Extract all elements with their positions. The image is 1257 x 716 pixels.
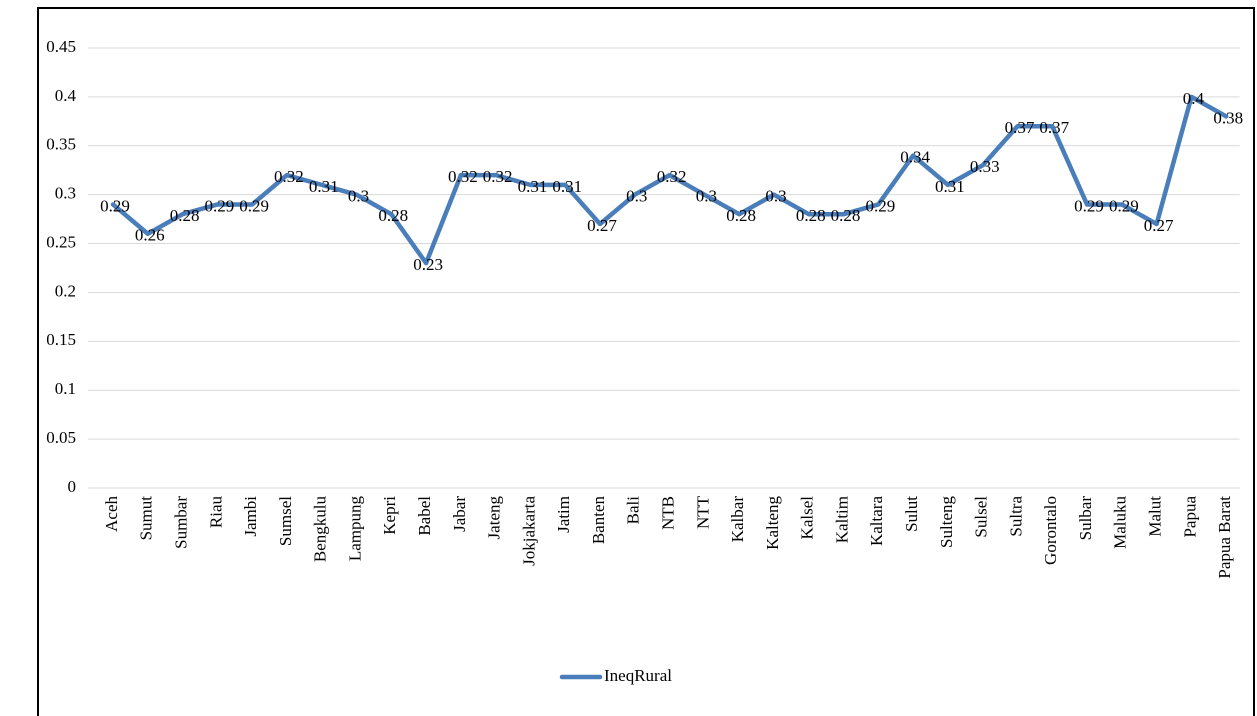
x-tick-label: Jateng: [485, 496, 504, 540]
x-tick-label: Riau: [206, 496, 225, 529]
data-label: 0.32: [274, 167, 304, 186]
data-label: 0.31: [935, 177, 965, 196]
x-tick-label: Gorontalo: [1041, 496, 1060, 565]
x-tick-label: Aceh: [102, 496, 121, 532]
x-tick-label: Sulsel: [972, 496, 991, 538]
x-tick-label: Sumut: [137, 496, 156, 541]
data-label: 0.3: [765, 187, 786, 206]
data-label: 0.32: [448, 167, 478, 186]
x-tick-label: Malut: [1146, 496, 1165, 537]
chart-frame: [37, 7, 1255, 716]
x-tick-label: Kalsel: [798, 496, 817, 540]
x-tick-label: Babel: [415, 496, 434, 536]
legend-label: IneqRural: [604, 666, 672, 685]
x-tick-label: Jokjakarta: [519, 496, 538, 566]
x-tick-label: Papua: [1180, 496, 1199, 538]
x-tick-label: Sultra: [1006, 496, 1025, 537]
data-label: 0.28: [726, 206, 756, 225]
y-tick-label: 0.45: [46, 37, 76, 56]
data-label: 0.28: [831, 206, 861, 225]
data-label: 0.4: [1183, 89, 1205, 108]
data-label: 0.29: [204, 196, 234, 215]
x-tick-label: Sumbar: [171, 496, 190, 549]
y-tick-label: 0.25: [46, 232, 76, 251]
y-tick-label: 0.2: [55, 281, 76, 300]
x-tick-label: Kalbar: [728, 496, 747, 543]
y-tick-label: 0.05: [46, 428, 76, 447]
data-label: 0.28: [378, 206, 408, 225]
x-tick-label: NTT: [693, 495, 712, 529]
data-label: 0.29: [1109, 196, 1139, 215]
data-label: 0.37: [1005, 118, 1035, 137]
data-label: 0.29: [239, 196, 269, 215]
y-tick-label: 0.1: [55, 379, 76, 398]
x-tick-label: Kaltim: [832, 496, 851, 543]
data-label: 0.37: [1039, 118, 1069, 137]
data-label: 0.34: [900, 147, 930, 166]
x-tick-label: Banten: [589, 496, 608, 545]
data-label: 0.31: [309, 177, 339, 196]
data-label: 0.31: [552, 177, 582, 196]
data-label: 0.3: [696, 187, 717, 206]
y-tick-label: 0: [68, 477, 77, 496]
data-label: 0.29: [865, 196, 895, 215]
data-label: 0.29: [1074, 196, 1104, 215]
data-label: 0.27: [587, 216, 617, 235]
x-tick-label: Lampung: [345, 496, 364, 562]
x-tick-label: Kalteng: [763, 496, 782, 550]
y-tick-label: 0.4: [55, 86, 77, 105]
y-tick-label: 0.35: [46, 135, 76, 154]
x-tick-label: Sulbar: [1076, 496, 1095, 541]
data-label: 0.27: [1144, 216, 1174, 235]
data-label: 0.26: [135, 226, 165, 245]
x-tick-label: Bengkulu: [311, 496, 330, 563]
data-label: 0.23: [413, 255, 443, 274]
x-tick-label: Bali: [624, 496, 643, 525]
data-label: 0.31: [518, 177, 548, 196]
series-line: [110, 94, 1229, 266]
data-label: 0.28: [796, 206, 826, 225]
x-tick-label: Jabar: [450, 496, 469, 532]
x-tick-label: Sulut: [902, 496, 921, 532]
x-tick-label: Papua Barat: [1215, 496, 1234, 579]
data-label: 0.28: [170, 206, 200, 225]
data-label: 0.38: [1213, 108, 1243, 127]
x-tick-label: Jambi: [241, 496, 260, 537]
data-label: 0.32: [483, 167, 513, 186]
data-label: 0.3: [626, 187, 647, 206]
x-tick-label: Sulteng: [937, 496, 956, 548]
data-label: 0.29: [100, 196, 130, 215]
x-tick-label: Sumsel: [276, 496, 295, 546]
y-tick-label: 0.3: [55, 184, 76, 203]
x-tick-label: Kepri: [380, 496, 399, 535]
x-tick-label: Jatim: [554, 496, 573, 533]
x-tick-label: NTB: [659, 496, 678, 530]
x-tick-label: Maluku: [1111, 496, 1130, 549]
data-label: 0.32: [657, 167, 687, 186]
data-label: 0.33: [970, 157, 1000, 176]
x-tick-label: Kaltara: [867, 496, 886, 546]
data-label: 0.3: [348, 187, 369, 206]
y-tick-label: 0.15: [46, 330, 76, 349]
